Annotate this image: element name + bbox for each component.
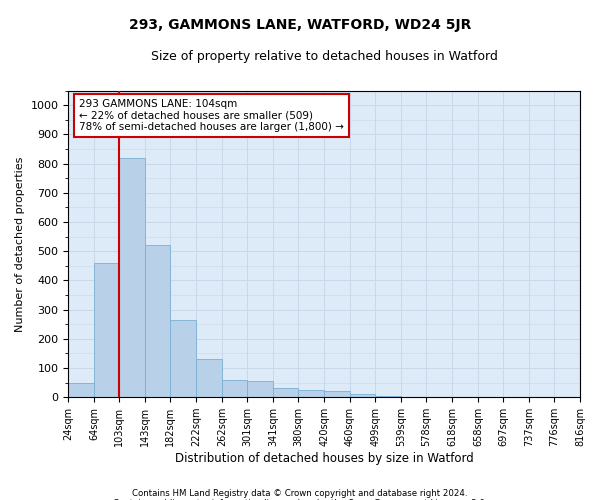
- Text: 293 GAMMONS LANE: 104sqm
← 22% of detached houses are smaller (509)
78% of semi-: 293 GAMMONS LANE: 104sqm ← 22% of detach…: [79, 99, 344, 132]
- Title: Size of property relative to detached houses in Watford: Size of property relative to detached ho…: [151, 50, 497, 63]
- Bar: [68, 382, 94, 397]
- Bar: [247, 381, 273, 397]
- Bar: [298, 390, 324, 397]
- Bar: [170, 320, 196, 397]
- Text: 293, GAMMONS LANE, WATFORD, WD24 5JR: 293, GAMMONS LANE, WATFORD, WD24 5JR: [129, 18, 471, 32]
- Bar: [94, 263, 119, 397]
- Text: Contains HM Land Registry data © Crown copyright and database right 2024.: Contains HM Land Registry data © Crown c…: [132, 488, 468, 498]
- Bar: [273, 388, 298, 397]
- Bar: [375, 396, 401, 397]
- Bar: [196, 360, 222, 397]
- Y-axis label: Number of detached properties: Number of detached properties: [15, 156, 25, 332]
- Bar: [324, 392, 350, 397]
- Bar: [222, 380, 247, 397]
- Bar: [119, 158, 145, 397]
- Bar: [350, 394, 375, 397]
- Text: Contains public sector information licensed under the Open Government Licence v3: Contains public sector information licen…: [113, 498, 487, 500]
- Bar: [145, 246, 170, 397]
- X-axis label: Distribution of detached houses by size in Watford: Distribution of detached houses by size …: [175, 452, 473, 465]
